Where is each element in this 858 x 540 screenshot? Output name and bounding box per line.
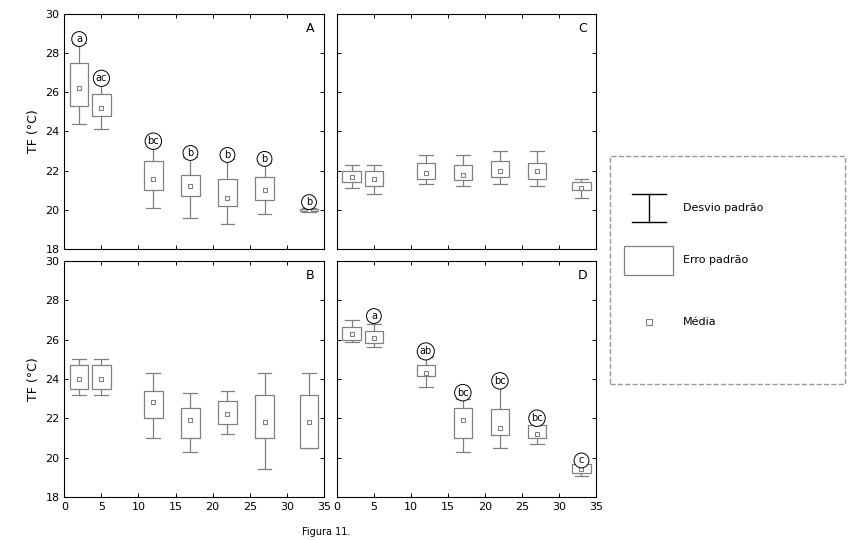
Bar	[491, 161, 509, 177]
Text: c: c	[579, 455, 584, 465]
Text: D: D	[577, 269, 587, 282]
Bar	[416, 365, 435, 376]
Text: b: b	[262, 154, 268, 164]
Text: b: b	[224, 150, 231, 160]
Text: C: C	[578, 22, 587, 35]
Text: B: B	[306, 269, 315, 282]
Y-axis label: TF (°C): TF (°C)	[27, 357, 39, 401]
Bar	[365, 331, 384, 342]
Bar	[365, 171, 384, 186]
Bar	[299, 395, 318, 448]
Text: ac: ac	[96, 73, 107, 83]
Text: A: A	[306, 22, 315, 35]
Text: bc: bc	[148, 136, 159, 146]
Text: Figura 11.: Figura 11.	[302, 527, 350, 537]
Bar	[299, 209, 318, 211]
Bar	[416, 163, 435, 179]
Bar	[181, 408, 200, 438]
Bar	[69, 365, 88, 389]
Text: b: b	[306, 197, 312, 207]
Bar	[572, 464, 591, 473]
Bar	[144, 391, 162, 418]
FancyBboxPatch shape	[610, 156, 844, 384]
Bar	[92, 365, 111, 389]
Bar	[92, 94, 111, 116]
Text: a: a	[76, 34, 82, 44]
Bar	[256, 177, 274, 200]
Bar	[528, 425, 547, 438]
Text: bc: bc	[494, 376, 505, 386]
Bar	[218, 179, 237, 206]
Text: Erro padrão: Erro padrão	[683, 255, 748, 266]
Bar	[342, 327, 361, 340]
Text: Desvio padrão: Desvio padrão	[683, 203, 764, 213]
Bar	[69, 63, 88, 106]
Text: ab: ab	[420, 347, 432, 356]
FancyBboxPatch shape	[625, 246, 674, 275]
Text: b: b	[187, 148, 194, 158]
Bar	[454, 408, 472, 438]
Text: a: a	[371, 311, 377, 321]
Bar	[572, 183, 591, 190]
Bar	[218, 401, 237, 424]
Text: bc: bc	[457, 388, 468, 397]
Text: Média: Média	[683, 318, 716, 327]
Bar	[528, 163, 547, 179]
Bar	[181, 174, 200, 196]
Bar	[342, 171, 361, 183]
Bar	[256, 395, 274, 438]
Text: bc: bc	[531, 413, 543, 423]
Bar	[454, 165, 472, 180]
Bar	[144, 161, 162, 190]
Y-axis label: TF (°C): TF (°C)	[27, 110, 39, 153]
Bar	[491, 409, 509, 435]
